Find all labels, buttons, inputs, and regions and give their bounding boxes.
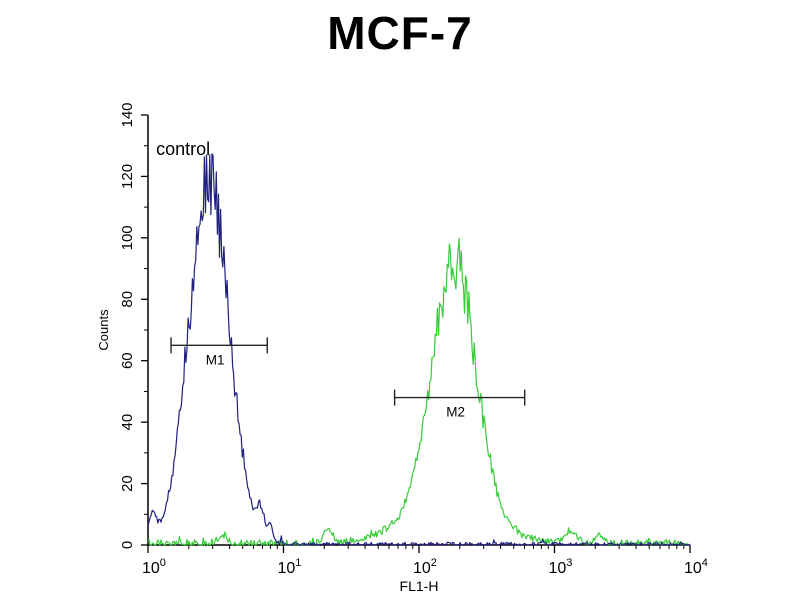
- y-axis-label: Counts: [96, 309, 111, 351]
- series-trace-stained: [147, 237, 690, 546]
- series-trace-control: [147, 153, 691, 546]
- x-axis-label: FL1-H: [400, 578, 439, 594]
- x-tick-label: 101: [278, 557, 302, 577]
- chart-title: MCF-7: [327, 7, 473, 59]
- y-tick-label: 40: [119, 414, 136, 431]
- y-tick-label: 0: [119, 541, 136, 549]
- x-tick-label: 103: [549, 557, 573, 577]
- x-tick-label: 100: [142, 557, 166, 577]
- y-tick-label: 80: [119, 291, 136, 308]
- gate-label-m1: M1: [206, 352, 225, 367]
- y-tick-label: 120: [119, 164, 136, 189]
- y-tick-label: 100: [119, 225, 136, 250]
- gate-m1: M1: [170, 337, 268, 367]
- x-tick-label: 104: [684, 557, 708, 577]
- gate-m2: M2: [393, 389, 526, 420]
- y-tick-label: 140: [119, 102, 136, 127]
- x-tick-label: 102: [413, 557, 437, 577]
- control-annotation: control: [156, 139, 210, 159]
- y-tick-label: 20: [119, 475, 136, 492]
- gate-label-m2: M2: [446, 405, 465, 420]
- y-tick-label: 60: [119, 352, 136, 369]
